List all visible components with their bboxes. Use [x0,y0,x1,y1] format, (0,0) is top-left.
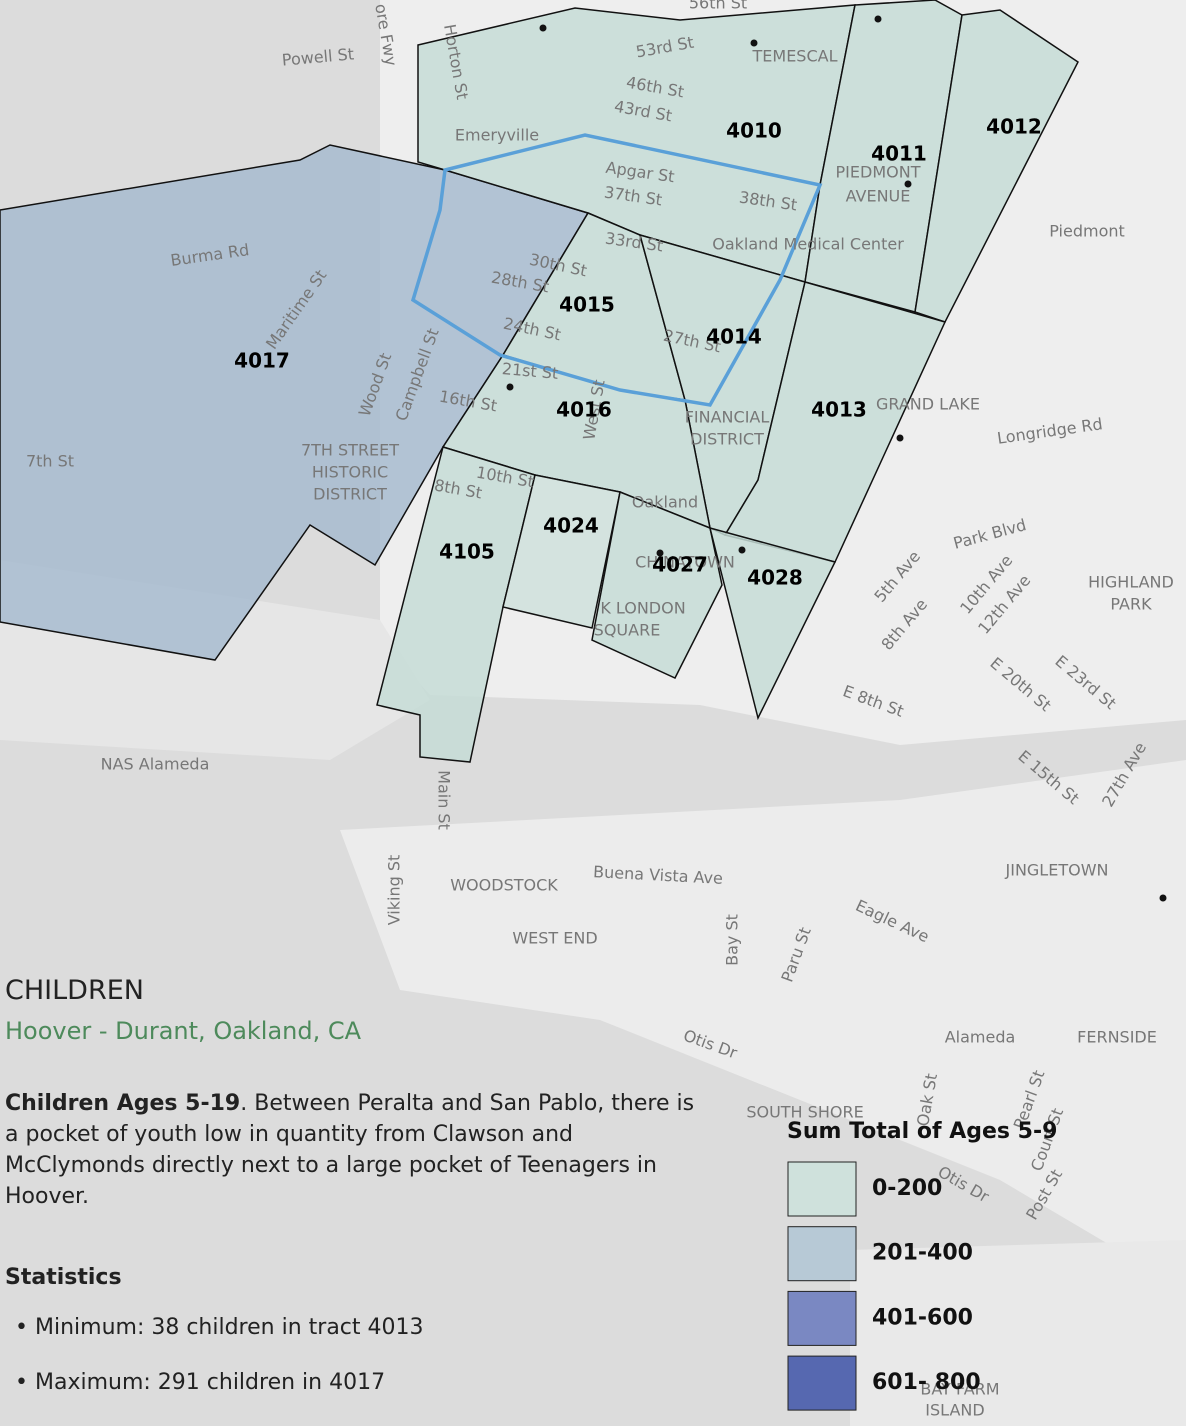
legend-label: 201-400 [872,1241,973,1266]
tract-label: 4015 [559,293,615,317]
tract-label: 4013 [811,398,867,422]
map-label: 21st St [501,359,559,383]
map-label: SQUARE [594,621,661,640]
map-label: WEST END [512,929,597,948]
tract-label: 4010 [726,119,782,143]
land [850,1240,1186,1426]
description: Children Ages 5-19. Between Peralta and … [5,1088,705,1212]
study-area-outline [410,133,823,407]
map-label: PIEDMONT [836,163,921,182]
map-label: Piedmont [1049,222,1125,241]
map-label: 7th St [26,452,74,471]
map-label: Bay St [723,914,742,966]
poi-dot [506,383,514,391]
map-label: DISTRICT [690,430,764,449]
poi-dot [738,546,746,554]
land [340,760,1186,1290]
map-label: ISLAND [925,1401,984,1420]
map-label: AVENUE [846,187,911,206]
poi-dot [539,24,547,32]
tract-label: 4027 [652,553,708,577]
map-label: Oakland Medical Center [712,235,904,254]
tract-label: 4017 [234,349,290,373]
tract-label: 4028 [747,566,803,590]
legend-label: 601- 800 [872,1370,981,1395]
map-label: BAY FARM [920,1380,999,1399]
poi-dot [896,434,904,442]
description-lead: Children Ages 5-19 [5,1091,241,1116]
tract-label: 4105 [439,540,495,564]
statistics-heading: Statistics [5,1265,122,1290]
poi-dot [874,15,882,23]
map-label: SOUTH SHORE [746,1103,863,1122]
description-text: . Between Peralta and San Pablo, there i… [5,1091,695,1209]
map-label: WOODSTOCK [450,876,558,895]
map-label: Powell St [281,44,355,69]
poi-dot [904,180,912,188]
map-label: 7TH STREET [301,441,399,460]
tract-label: 4011 [871,142,927,166]
map-label: Emeryville [455,126,539,145]
poi-dot [656,549,664,557]
poi-dot [750,39,758,47]
map-label: PARK [1110,595,1152,614]
map-label: K LONDON [600,599,685,618]
map-label: CHINATOWN [635,553,735,572]
tract [591,490,723,679]
tract [502,474,621,629]
legend-title: Sum Total of Ages 5-9 [787,1119,1057,1144]
map-label: TEMESCAL [752,47,838,66]
map-label: Oakland [632,493,698,512]
map-label: HISTORIC [312,463,388,482]
legend-swatch [787,1290,857,1346]
legend-label: 0-200 [872,1176,942,1201]
tract-label: 4024 [543,514,599,538]
map-label: Main St [435,770,454,830]
tract-label: 4012 [986,115,1042,139]
map-label: HIGHLAND [1088,573,1174,592]
poi-dot [1159,894,1167,902]
legend-label: 401-600 [872,1305,973,1330]
map-label: Viking St [385,855,404,926]
panel-title: CHILDREN [5,975,144,1006]
legend-swatch [787,1226,857,1282]
panel-subtitle: Hoover - Durant, Oakland, CA [5,1017,362,1045]
legend-swatch [787,1355,857,1411]
map-label: 56th St [689,0,747,13]
tract [708,526,837,721]
map-label: FINANCIAL [685,408,770,427]
tract [914,9,1079,323]
map-label: JINGLETOWN [1005,861,1109,880]
stat-text: Minimum: 38 children in tract 4013 [34,1315,424,1340]
map-label: NAS Alameda [101,755,210,774]
map-label: GRAND LAKE [876,395,980,414]
stat-text: Maximum: 291 children in 4017 [34,1370,386,1395]
map-label: FERNSIDE [1077,1028,1157,1047]
stat-item: • Maximum: 291 children in 4017 [15,1370,386,1395]
tract-label: 4014 [706,325,762,349]
tract-label: 4016 [556,398,612,422]
stat-item: • Minimum: 38 children in tract 4013 [15,1315,424,1340]
map-label: Alameda [945,1028,1016,1047]
legend-swatch [787,1161,857,1217]
map-label: DISTRICT [313,485,387,504]
